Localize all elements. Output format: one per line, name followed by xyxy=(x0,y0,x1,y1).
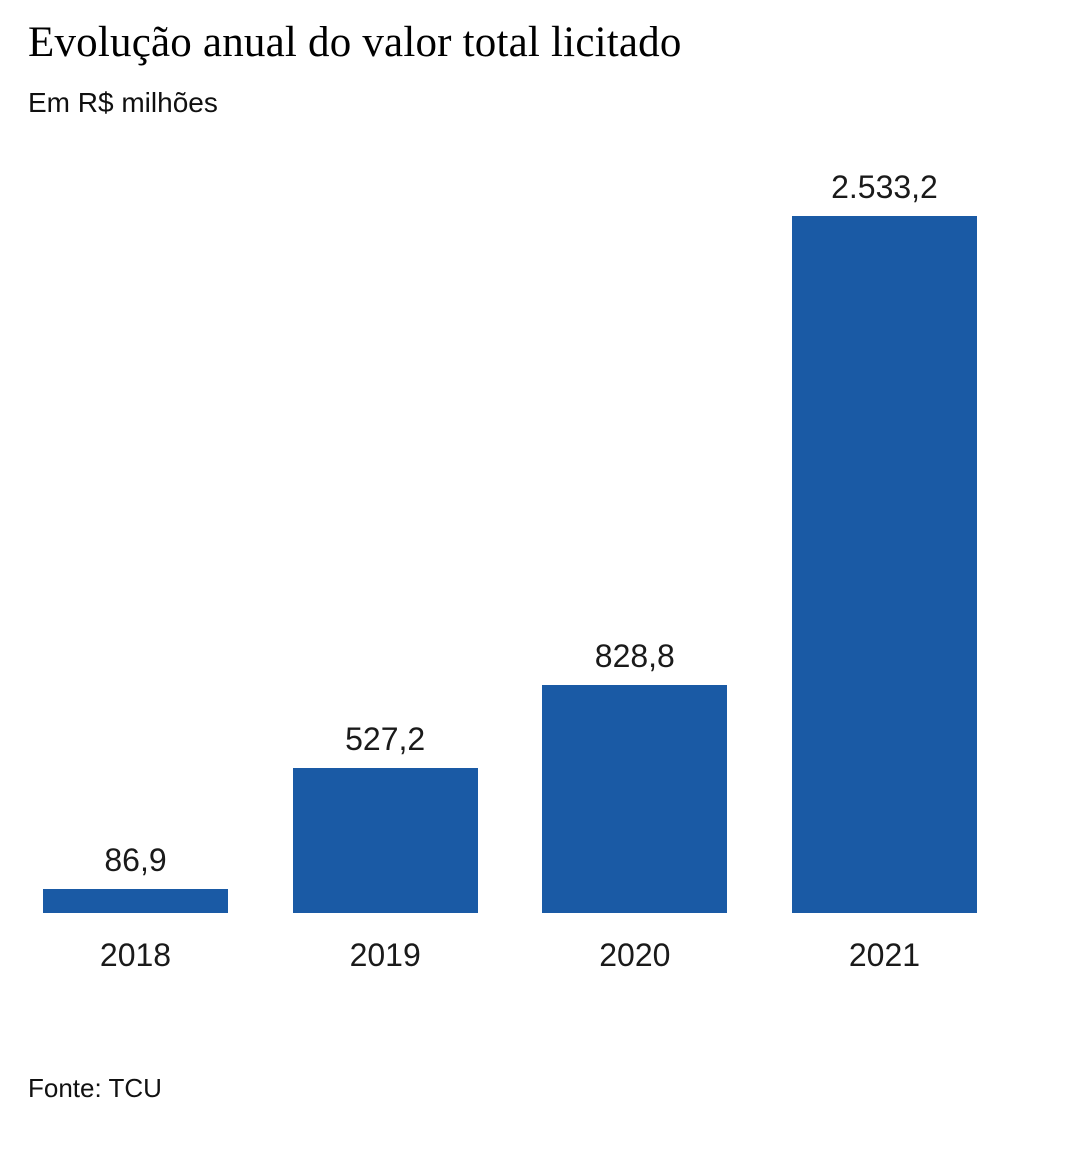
bar-value-label: 828,8 xyxy=(594,638,675,674)
x-axis-label: 2020 xyxy=(599,937,671,973)
bar xyxy=(542,685,728,913)
bar-value-label: 86,9 xyxy=(104,842,167,878)
bar xyxy=(292,768,478,913)
bar-chart: 86,9 527,2 828,8 2.533,2 2018 2019 2020 2021 xyxy=(43,0,977,974)
bar-value-label: 2.533,2 xyxy=(831,169,938,205)
x-axis-label: 2019 xyxy=(349,937,421,973)
x-axis: 2018 2019 2020 2021 xyxy=(43,937,977,974)
bar-group: 828,8 xyxy=(542,638,728,913)
bar-value-label: 527,2 xyxy=(345,721,426,757)
bar-group: 86,9 xyxy=(43,842,228,913)
chart-title: Evolução anual do valor total licitado xyxy=(28,19,682,66)
bar-group: 527,2 xyxy=(292,721,478,913)
source-note: Fonte: TCU xyxy=(28,1073,162,1103)
bar xyxy=(43,889,228,913)
x-axis-label: 2018 xyxy=(99,937,172,973)
bar-group: 2.533,2 xyxy=(791,169,977,913)
bar xyxy=(791,216,977,913)
x-axis-label: 2021 xyxy=(848,937,921,973)
chart-subtitle: Em R$ milhões xyxy=(28,87,218,118)
bars-row: 86,9 527,2 828,8 2.533,2 xyxy=(43,0,977,913)
